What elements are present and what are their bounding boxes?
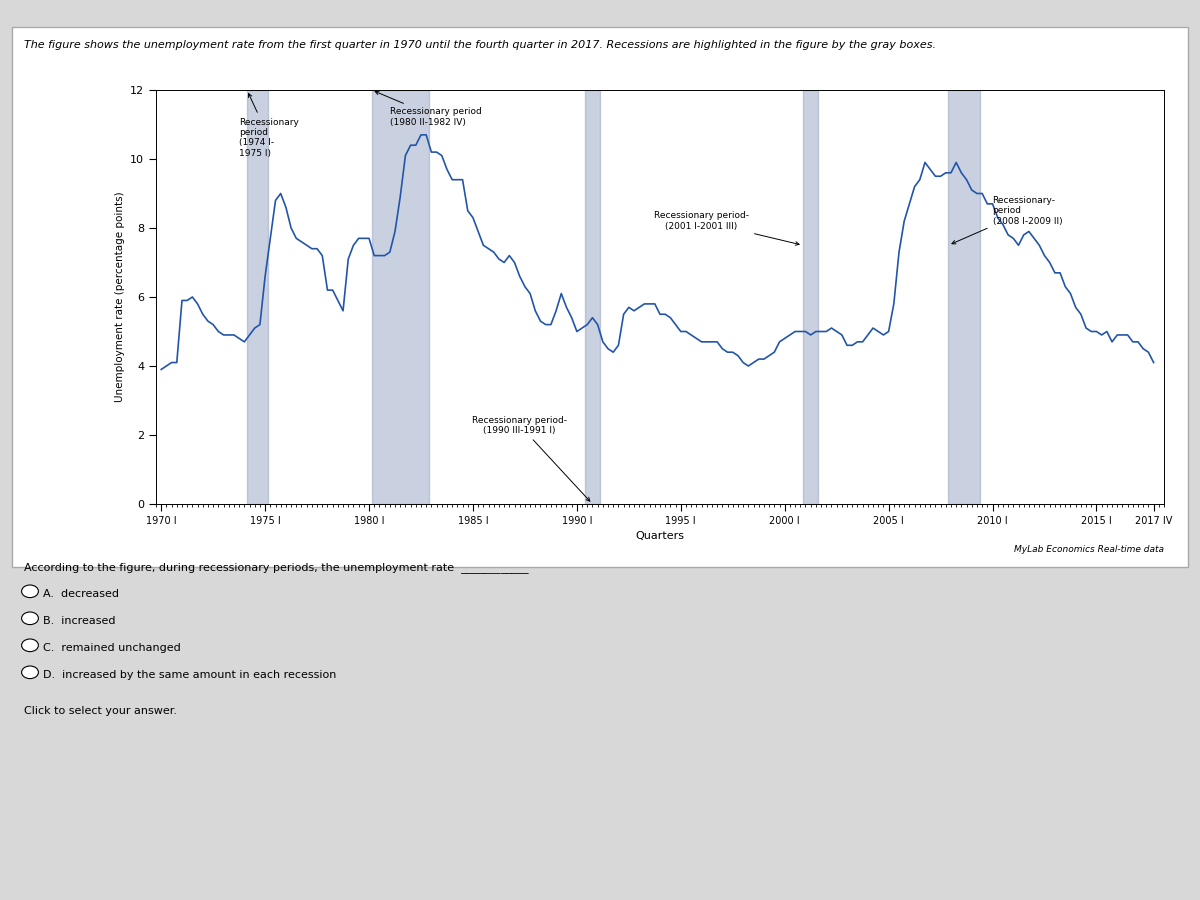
Bar xyxy=(948,90,979,504)
Bar xyxy=(803,90,818,504)
Text: D.  increased by the same amount in each recession: D. increased by the same amount in each … xyxy=(43,670,336,680)
Text: Recessionary period
(1980 II-1982 IV): Recessionary period (1980 II-1982 IV) xyxy=(376,91,481,127)
Y-axis label: Unemployment rate (percentage points): Unemployment rate (percentage points) xyxy=(114,192,125,402)
Text: Recessionary-
period
(2008 I-2009 II): Recessionary- period (2008 I-2009 II) xyxy=(952,196,1062,244)
Text: C.  remained unchanged: C. remained unchanged xyxy=(43,643,181,653)
X-axis label: Quarters: Quarters xyxy=(636,531,684,542)
Text: B.  increased: B. increased xyxy=(43,616,115,626)
Text: The figure shows the unemployment rate from the first quarter in 1970 until the : The figure shows the unemployment rate f… xyxy=(24,40,936,50)
Text: A.  decreased: A. decreased xyxy=(43,589,119,599)
Bar xyxy=(584,90,600,504)
Text: Recessionary
period
(1974 I-
1975 I): Recessionary period (1974 I- 1975 I) xyxy=(239,94,299,158)
Text: Recessionary period-
(2001 I-2001 III): Recessionary period- (2001 I-2001 III) xyxy=(654,212,799,246)
Text: According to the figure, during recessionary periods, the unemployment rate  ___: According to the figure, during recessio… xyxy=(24,562,529,573)
Bar xyxy=(247,90,268,504)
Bar xyxy=(372,90,428,504)
Text: Recessionary period-
(1990 III-1991 I): Recessionary period- (1990 III-1991 I) xyxy=(473,416,590,501)
Text: Click to select your answer.: Click to select your answer. xyxy=(24,706,178,716)
Text: MyLab Economics Real-time data: MyLab Economics Real-time data xyxy=(1014,545,1164,554)
